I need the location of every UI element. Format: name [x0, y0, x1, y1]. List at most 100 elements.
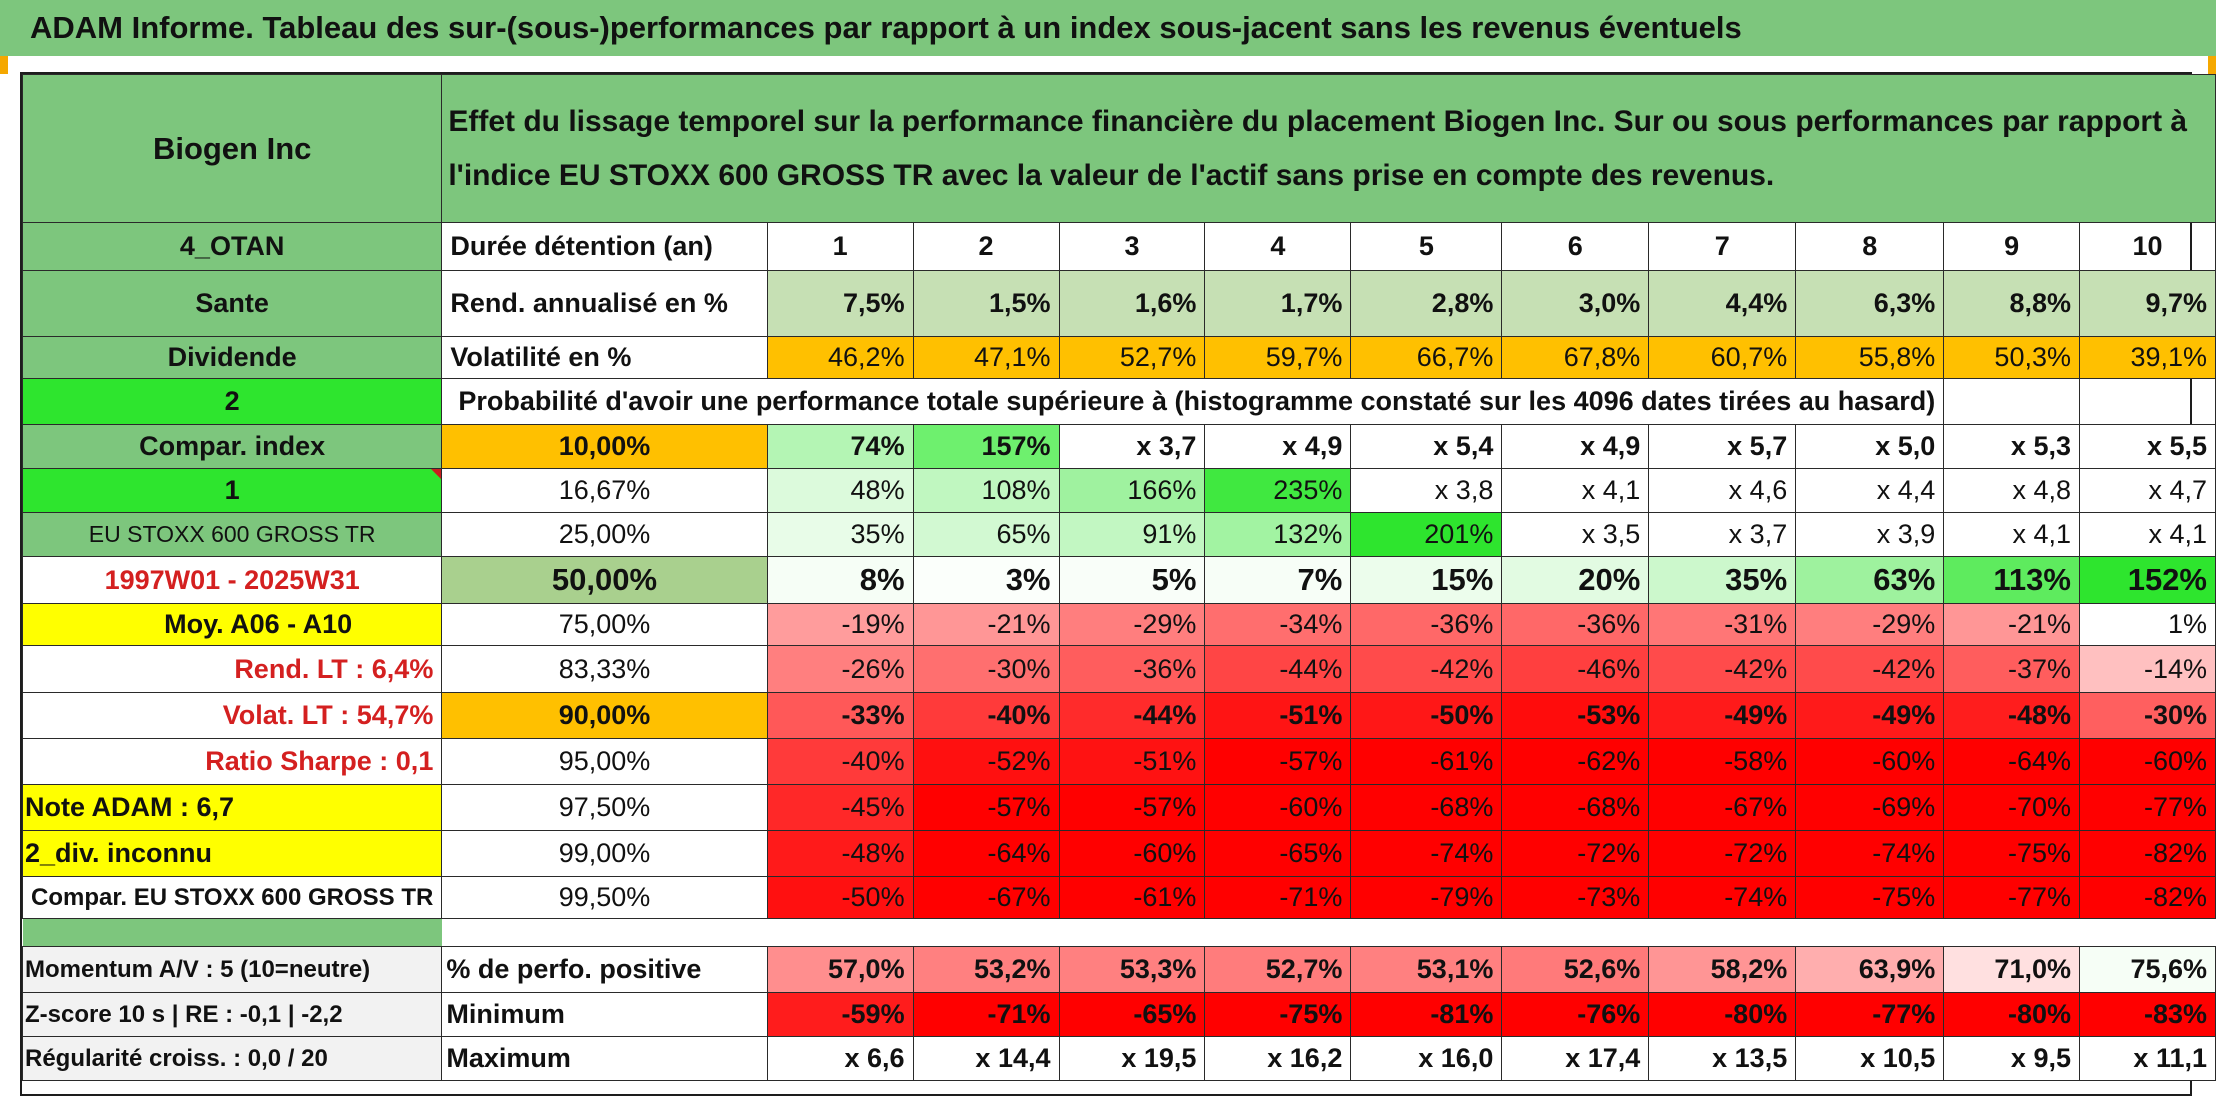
z-score-label: Z-score 10 s | RE : -0,1 | -2,2 — [21, 992, 443, 1037]
annual-return-cell: 1,6% — [1058, 270, 1206, 337]
performance-cell: -72% — [1501, 830, 1650, 877]
performance-cell: -74% — [1350, 830, 1503, 877]
performance-cell: -61% — [1350, 738, 1503, 785]
annual-return-cell: 6,3% — [1795, 270, 1945, 337]
performance-cell: -79% — [1350, 876, 1503, 919]
performance-cell: -48% — [766, 830, 914, 877]
sharpe-ratio-label: Ratio Sharpe : 0,1 — [21, 738, 443, 785]
performance-cell: -40% — [912, 692, 1060, 739]
report-title: ADAM Informe. Tableau des sur-(sous-)per… — [0, 0, 2216, 56]
year-cell: 5 — [1350, 222, 1503, 271]
performance-cell: 201% — [1350, 512, 1503, 557]
year-cell: 4 — [1204, 222, 1352, 271]
performance-cell: -44% — [1204, 645, 1352, 693]
volatility-cell: 39,1% — [2078, 336, 2216, 379]
volatility-cell: 67,8% — [1501, 336, 1650, 379]
performance-cell: -31% — [1648, 603, 1797, 646]
positive-performance-cell: 58,2% — [1648, 946, 1797, 993]
percentile-cell: 83,33% — [441, 645, 768, 693]
maximum-cell: x 10,5 — [1795, 1036, 1945, 1081]
performance-cell: 65% — [912, 512, 1060, 557]
performance-cell: x 3,8 — [1350, 468, 1503, 513]
performance-cell: -57% — [1204, 738, 1352, 785]
performance-cell: -30% — [2078, 692, 2216, 739]
performance-cell: -69% — [1795, 784, 1945, 831]
performance-cell: -21% — [912, 603, 1060, 646]
performance-cell: -53% — [1501, 692, 1650, 739]
performance-cell: x 5,3 — [1943, 424, 2080, 469]
performance-cell: -40% — [766, 738, 914, 785]
probability-label: Probabilité d'avoir une performance tota… — [441, 378, 1945, 425]
performance-cell: x 5,0 — [1795, 424, 1945, 469]
performance-cell: -74% — [1795, 830, 1945, 877]
volatility-cell: 66,7% — [1350, 336, 1503, 379]
positive-performance-label: % de perfo. positive — [441, 946, 768, 993]
performance-cell: -77% — [1943, 876, 2080, 919]
annual-return-cell: 1,5% — [912, 270, 1060, 337]
performance-table: Biogen Inc Effet du lissage temporel sur… — [21, 74, 2216, 1081]
performance-cell: x 4,1 — [2078, 512, 2216, 557]
minimum-cell: -80% — [1943, 992, 2080, 1037]
performance-cell: x 3,7 — [1058, 424, 1206, 469]
long-term-return-label: Rend. LT : 6,4% — [21, 645, 443, 693]
duration-label: Durée détention (an) — [441, 222, 768, 271]
performance-cell: -46% — [1501, 645, 1650, 693]
positive-performance-cell: 52,6% — [1501, 946, 1650, 993]
minimum-cell: -80% — [1648, 992, 1797, 1037]
performance-cell: -67% — [1648, 784, 1797, 831]
volatility-cell: 59,7% — [1204, 336, 1352, 379]
comparison-index-label: Compar. EU STOXX 600 GROSS TR — [21, 876, 443, 919]
average-label: Moy. A06 - A10 — [21, 603, 443, 646]
performance-cell: 20% — [1501, 556, 1650, 604]
adam-score-label: Note ADAM : 6,7 — [21, 784, 443, 831]
performance-cell: 48% — [766, 468, 914, 513]
performance-cell: x 4,6 — [1648, 468, 1797, 513]
sector-label: Sante — [21, 270, 443, 337]
performance-cell: 132% — [1204, 512, 1352, 557]
maximum-cell: x 9,5 — [1943, 1036, 2080, 1081]
performance-cell: -51% — [1058, 738, 1206, 785]
performance-cell: -71% — [1204, 876, 1352, 919]
index-count-label: 1 — [21, 468, 443, 513]
annual-return-label: Rend. annualisé en % — [441, 270, 768, 337]
volatility-cell: 60,7% — [1648, 336, 1797, 379]
performance-cell: 113% — [1943, 556, 2080, 604]
percentile-cell: 99,00% — [441, 830, 768, 877]
positive-performance-cell: 53,2% — [912, 946, 1060, 993]
year-cell: 9 — [1943, 222, 2080, 271]
volatility-cell: 55,8% — [1795, 336, 1945, 379]
performance-cell: x 3,7 — [1648, 512, 1797, 557]
orange-marker-right — [2208, 56, 2216, 74]
performance-cell: -60% — [1795, 738, 1945, 785]
performance-cell: -82% — [2078, 876, 2216, 919]
performance-cell: 15% — [1350, 556, 1503, 604]
spacer-band — [22, 918, 442, 947]
category-label: 4_OTAN — [21, 222, 443, 271]
performance-cell: -60% — [2078, 738, 2216, 785]
minimum-cell: -81% — [1350, 992, 1503, 1037]
orange-marker-left — [0, 56, 8, 74]
performance-cell: -61% — [1058, 876, 1206, 919]
performance-cell: 3% — [912, 556, 1060, 604]
minimum-cell: -59% — [766, 992, 914, 1037]
volatility-cell: 50,3% — [1943, 336, 2080, 379]
performance-cell: -64% — [912, 830, 1060, 877]
performance-cell: 108% — [912, 468, 1060, 513]
maximum-cell: x 11,1 — [2078, 1036, 2216, 1081]
annual-return-cell: 9,7% — [2078, 270, 2216, 337]
annual-return-cell: 8,8% — [1943, 270, 2080, 337]
annual-return-cell: 3,0% — [1501, 270, 1650, 337]
performance-cell: -68% — [1350, 784, 1503, 831]
performance-cell: -42% — [1648, 645, 1797, 693]
maximum-cell: x 16,2 — [1204, 1036, 1352, 1081]
positive-performance-cell: 53,3% — [1058, 946, 1206, 993]
performance-cell: x 4,7 — [2078, 468, 2216, 513]
description-line-1: Effet du lissage temporel sur la perform… — [448, 104, 2188, 138]
dividend-label: Dividende — [21, 336, 443, 379]
performance-cell: -30% — [912, 645, 1060, 693]
annual-return-cell: 1,7% — [1204, 270, 1352, 337]
maximum-cell: x 6,6 — [766, 1036, 914, 1081]
performance-cell: 166% — [1058, 468, 1206, 513]
performance-cell: -57% — [1058, 784, 1206, 831]
performance-cell: 91% — [1058, 512, 1206, 557]
